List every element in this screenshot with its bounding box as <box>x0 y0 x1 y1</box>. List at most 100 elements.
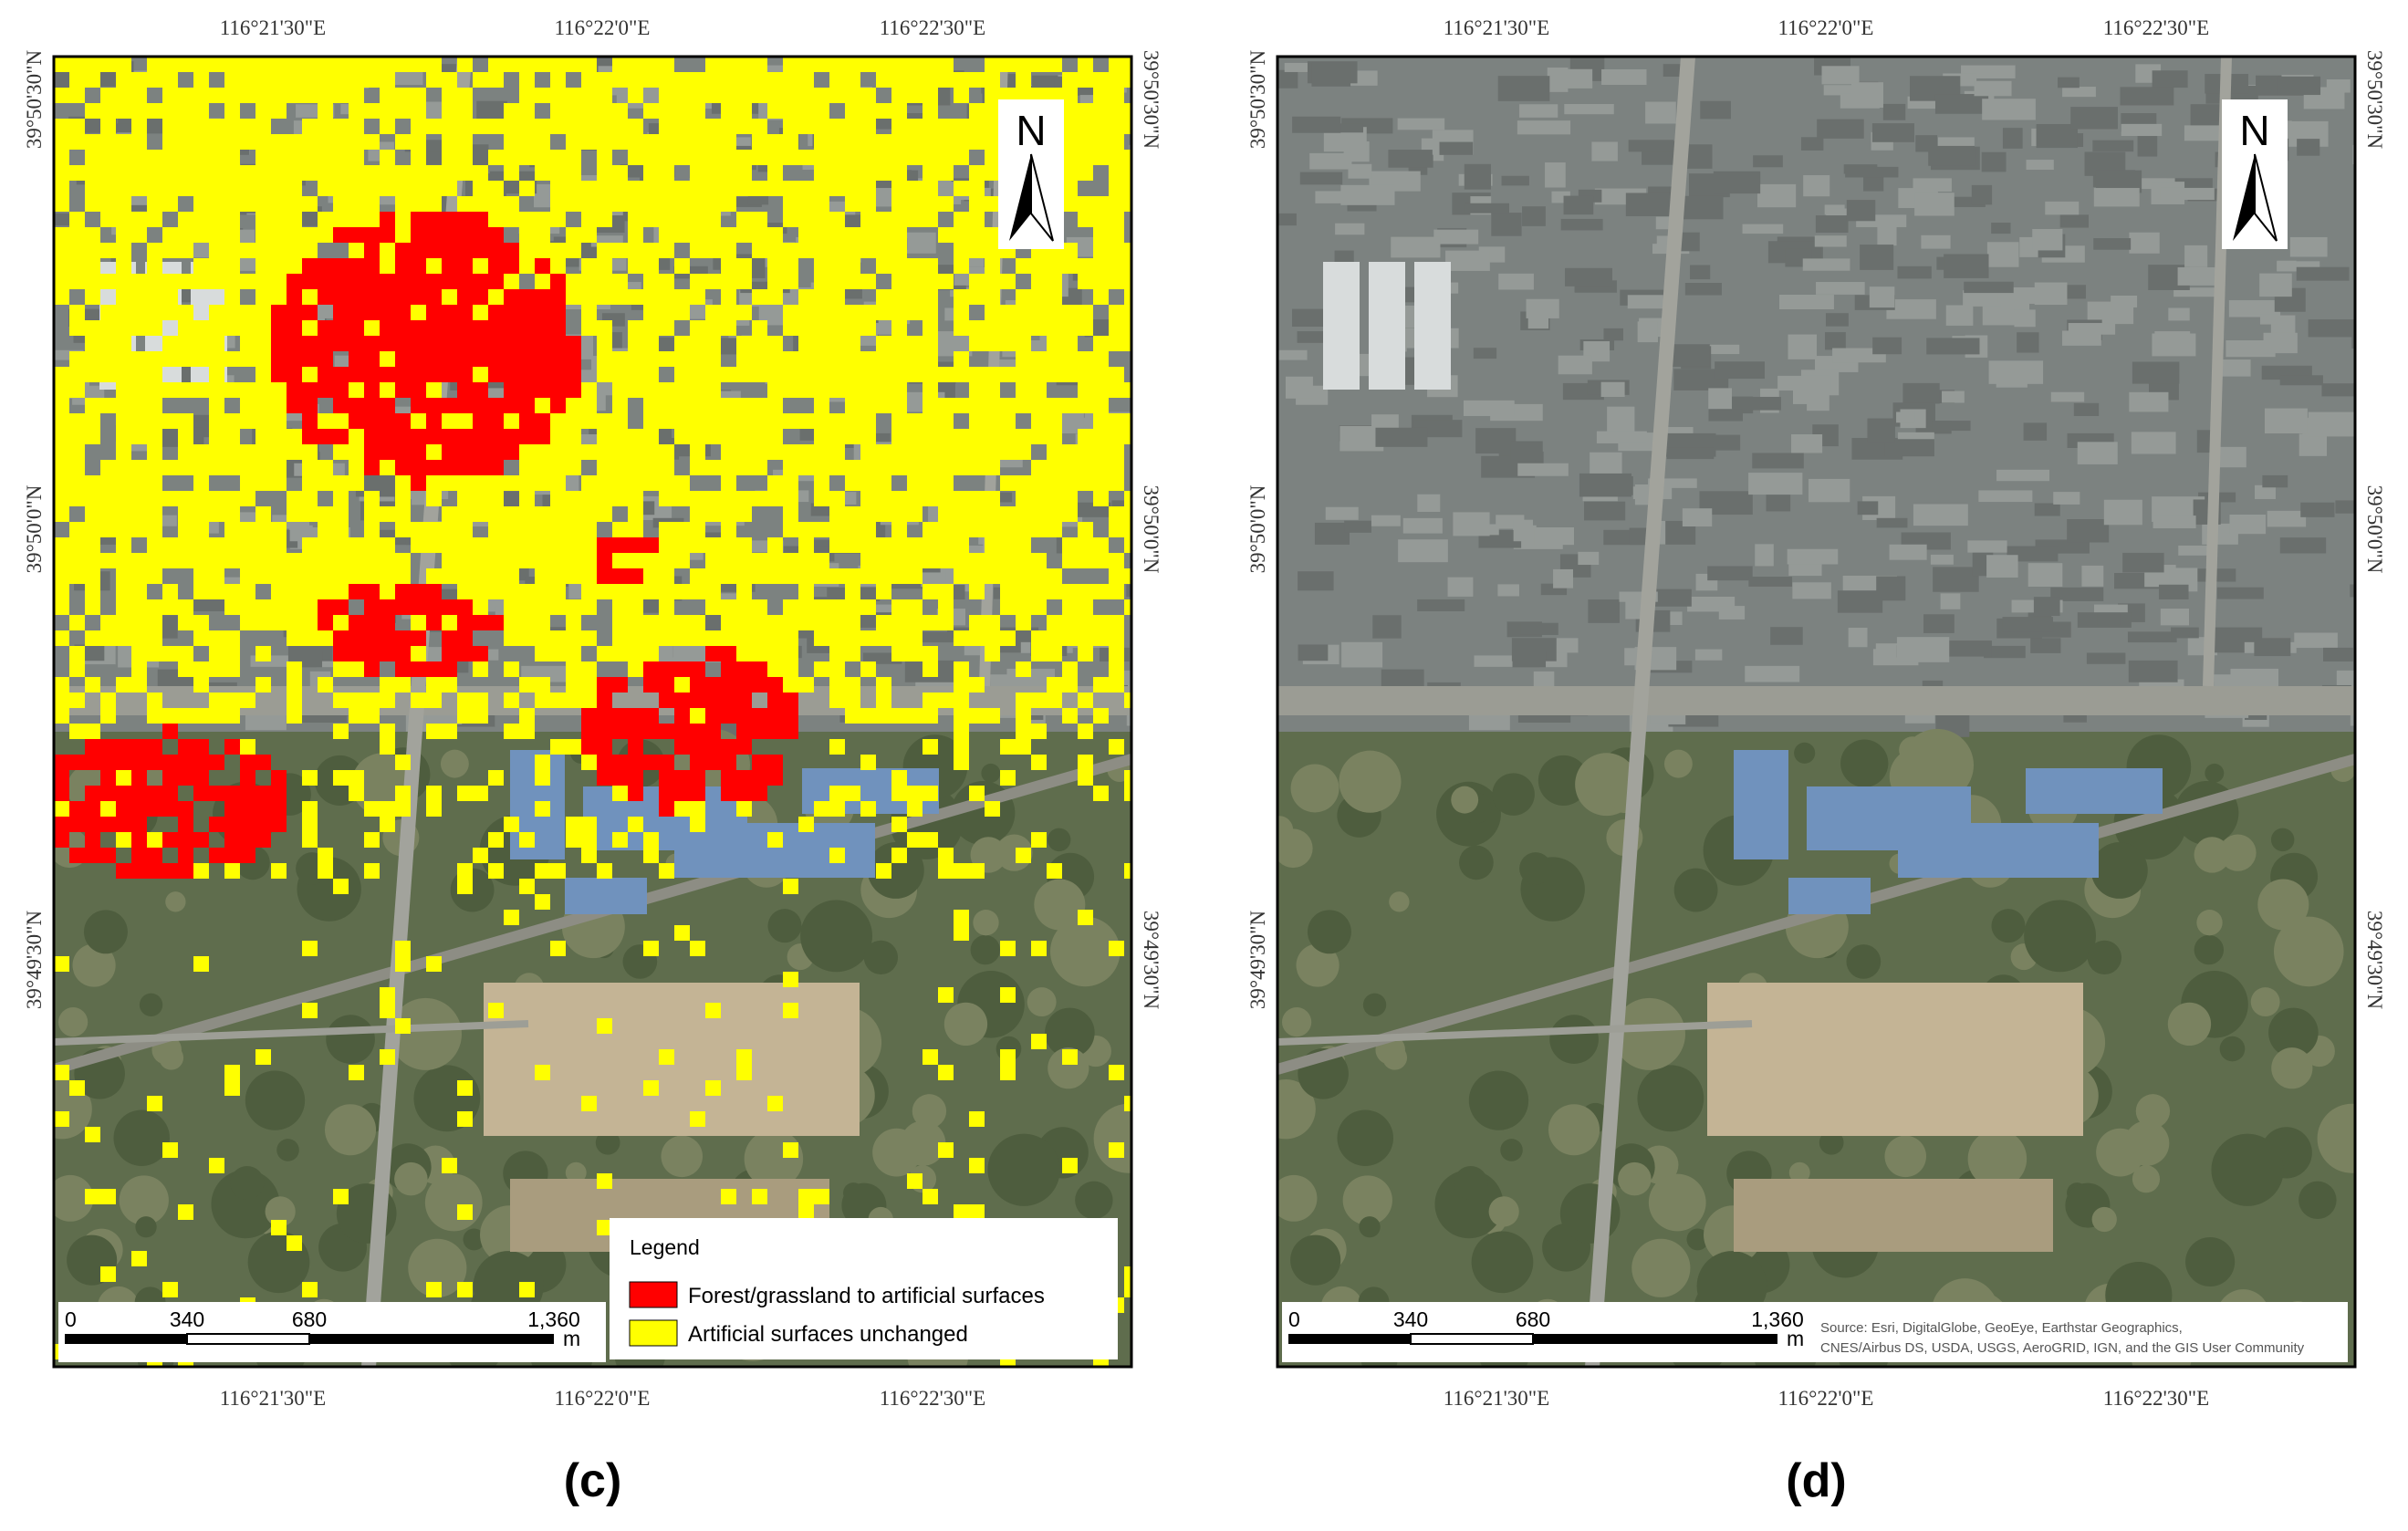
unchanged-cell <box>255 305 271 320</box>
unchanged-cell <box>271 88 287 103</box>
unchanged-cell <box>333 584 349 599</box>
tree-clump <box>1788 1161 1810 1183</box>
unchanged-cell <box>954 351 969 367</box>
unchanged-cell <box>705 165 721 181</box>
unchanged-cell <box>193 165 209 181</box>
unchanged-cell <box>1124 599 1131 615</box>
unchanged-cell <box>829 165 845 181</box>
unchanged-cell <box>85 537 100 553</box>
unchanged-cell <box>814 382 829 398</box>
building <box>2296 266 2350 281</box>
unchanged-cell <box>100 103 116 119</box>
unchanged-cell <box>1124 863 1131 879</box>
unchanged-cell <box>1109 661 1124 677</box>
change-cell <box>318 429 333 444</box>
unchanged-cell <box>519 708 535 724</box>
unchanged-cell <box>969 398 985 413</box>
unchanged-cell <box>814 150 829 165</box>
change-cell <box>488 444 504 460</box>
unchanged-cell <box>612 57 628 72</box>
unchanged-cell <box>364 801 380 817</box>
unchanged-cell <box>302 615 318 630</box>
unchanged-cell <box>147 258 162 274</box>
unchanged-cell <box>488 553 504 568</box>
unchanged-cell <box>302 770 318 786</box>
scale-label: 680 <box>292 1307 327 1331</box>
unchanged-cell <box>954 367 969 382</box>
change-cell <box>473 444 488 460</box>
unchanged-cell <box>209 708 224 724</box>
unchanged-cell <box>860 181 876 196</box>
change-cell <box>597 724 612 739</box>
change-cell <box>349 398 364 413</box>
unchanged-cell <box>736 460 752 475</box>
unchanged-cell <box>255 227 271 243</box>
unchanged-cell <box>659 134 674 150</box>
building <box>1563 195 1594 215</box>
unchanged-cell <box>131 119 147 134</box>
unchanged-cell <box>457 491 473 506</box>
unchanged-cell <box>457 537 473 553</box>
change-cell <box>380 336 395 351</box>
change-cell <box>488 398 504 413</box>
unchanged-cell <box>798 460 814 475</box>
unchanged-cell <box>302 1282 318 1297</box>
change-cell <box>395 258 411 274</box>
building <box>1933 567 1979 592</box>
building <box>2050 391 2085 402</box>
unchanged-cell <box>721 258 736 274</box>
unchanged-cell <box>318 119 333 134</box>
unchanged-cell <box>287 181 302 196</box>
tree-clump <box>943 1002 988 1047</box>
scale-seg <box>1533 1334 1777 1344</box>
unchanged-cell <box>162 305 178 320</box>
unchanged-cell <box>736 274 752 289</box>
unchanged-cell <box>690 398 705 413</box>
unchanged-cell <box>923 258 938 274</box>
unchanged-cell <box>550 460 566 475</box>
tree-clump <box>1307 910 1351 954</box>
change-cell <box>426 615 442 630</box>
unchanged-cell <box>923 103 938 119</box>
unchanged-cell <box>566 57 581 72</box>
unchanged-cell <box>659 289 674 305</box>
unchanged-cell <box>1062 1049 1078 1065</box>
unchanged-cell <box>891 537 907 553</box>
unchanged-cell <box>752 646 767 661</box>
unchanged-cell <box>411 134 426 150</box>
building <box>1381 669 1424 691</box>
unchanged-cell <box>860 134 876 150</box>
tree-clump <box>2135 1094 2171 1129</box>
unchanged-cell <box>535 460 550 475</box>
unchanged-cell <box>566 491 581 506</box>
unchanged-cell <box>721 429 736 444</box>
unchanged-cell <box>224 351 240 367</box>
unchanged-cell <box>612 460 628 475</box>
unchanged-cell <box>302 568 318 584</box>
unchanged-cell <box>318 522 333 537</box>
unchanged-cell <box>426 72 442 88</box>
unchanged-cell <box>798 553 814 568</box>
unchanged-cell <box>721 88 736 103</box>
unchanged-cell <box>985 522 1000 537</box>
unchanged-cell <box>209 491 224 506</box>
change-cell <box>690 661 705 677</box>
building <box>1897 432 1934 443</box>
unchanged-cell <box>597 1018 612 1034</box>
unchanged-cell <box>798 413 814 429</box>
unchanged-cell <box>969 103 985 119</box>
frame <box>52 55 1133 1369</box>
building <box>2216 587 2264 599</box>
change-cell <box>721 708 736 724</box>
unchanged-cell <box>255 243 271 258</box>
change-cell <box>54 770 69 786</box>
unchanged-cell <box>690 103 705 119</box>
change-cell <box>162 770 178 786</box>
building <box>1578 551 1600 566</box>
change-cell <box>364 460 380 475</box>
unchanged-cell <box>938 537 954 553</box>
unchanged-cell <box>860 382 876 398</box>
unchanged-cell <box>224 661 240 677</box>
unchanged-cell <box>1093 708 1109 724</box>
unchanged-cell <box>473 367 488 382</box>
